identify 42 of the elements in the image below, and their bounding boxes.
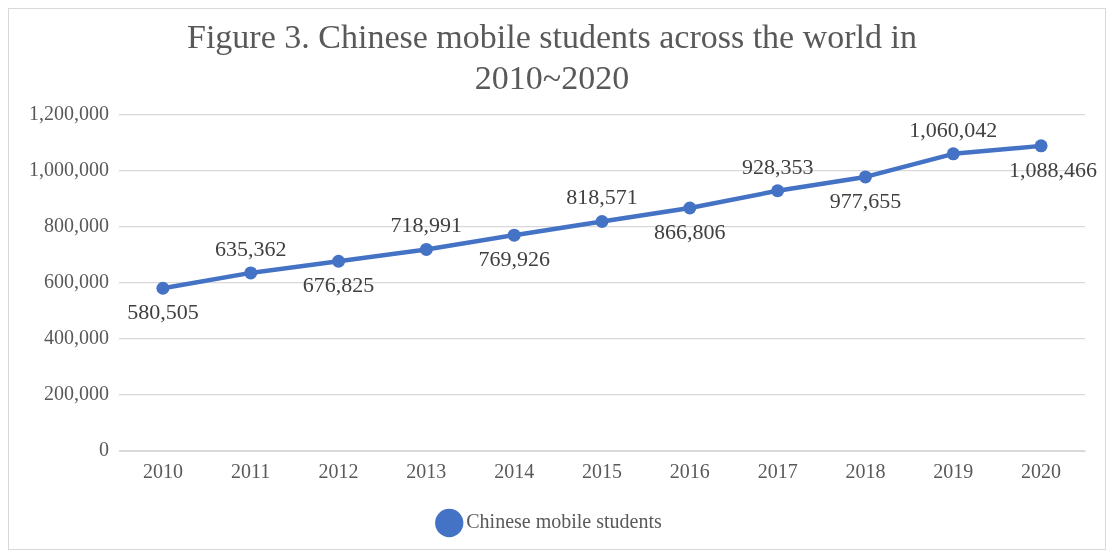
point [858,170,872,184]
data-label: 769,926 [478,245,550,271]
point [332,254,346,268]
data-label: 635,362 [214,235,287,261]
y-tick-label: 1,000,000 [29,157,109,180]
data-label: 866,806 [654,218,726,244]
data-label: 1,088,466 [1009,156,1098,182]
data-label: 928,353 [741,153,814,179]
point [156,281,170,295]
x-tick-label: 2014 [494,460,535,483]
point [946,147,960,161]
legend-label: Chinese mobile students [466,510,662,533]
data-label: 1,060,042 [909,116,998,142]
x-tick-label: 2020 [1021,460,1062,483]
data-label: 977,655 [829,187,902,213]
x-tick-label: 2016 [669,460,710,483]
point [771,184,785,198]
y-tick-label: 1,200,000 [29,101,109,124]
y-tick-label: 600,000 [44,270,109,293]
point [595,215,609,229]
y-tick-label: 800,000 [44,213,109,236]
y-tick-label: 200,000 [44,382,109,405]
data-label: 718,991 [390,212,463,238]
chart-title: Figure 3. Chinese mobile students across the world in 2010~2020 [187,18,917,97]
data-label: 580,505 [127,299,199,325]
x-tick-label: 2010 [142,460,183,483]
point [507,228,521,242]
x-tick-label: 2018 [845,460,886,483]
x-tick-label: 2015 [582,460,622,483]
point [683,201,697,215]
y-tick-label: 400,000 [44,326,109,349]
data-label: 676,825 [302,272,375,298]
y-tick-label: 0 [99,438,109,461]
x-tick-label: 2017 [757,460,798,483]
x-tick-label: 2011 [231,460,271,483]
x-tick-label: 2013 [406,460,447,483]
data-label: 818,571 [566,184,638,210]
x-tick-label: 2019 [933,460,974,483]
point [1034,139,1048,153]
point [419,242,433,256]
point [244,266,258,280]
x-tick-label: 2012 [318,460,359,483]
